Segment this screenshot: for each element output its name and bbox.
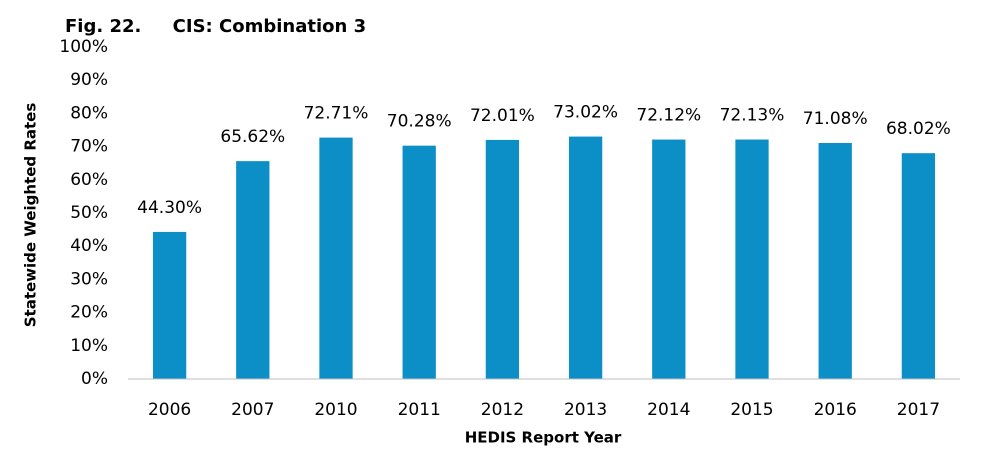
y-tick-label: 40% [70, 236, 108, 256]
data-label: 44.30% [137, 198, 202, 218]
bar [735, 139, 769, 379]
x-tick-label: 2012 [481, 400, 524, 420]
x-tick-label: 2007 [231, 400, 274, 420]
y-tick-label: 60% [70, 170, 108, 190]
bar [652, 139, 686, 379]
x-tick-label: 2010 [314, 400, 357, 420]
x-tick-label: 2011 [398, 400, 441, 420]
x-tick-label: 2006 [148, 400, 191, 420]
data-label: 72.71% [304, 104, 369, 124]
data-label: 72.01% [470, 106, 535, 126]
y-tick-label: 100% [59, 37, 108, 57]
data-label: 73.02% [553, 103, 618, 123]
y-tick-label: 0% [81, 369, 108, 389]
y-tick-label: 70% [70, 137, 108, 157]
y-tick-label: 80% [70, 103, 108, 123]
data-label: 71.08% [803, 109, 868, 129]
bar [402, 145, 436, 379]
bar [485, 139, 520, 379]
x-tick-label: 2016 [814, 400, 857, 420]
data-label: 70.28% [387, 112, 452, 132]
bar [152, 231, 187, 379]
x-tick-label: 2017 [897, 400, 940, 420]
data-label: 72.13% [720, 106, 785, 126]
bar [901, 153, 936, 379]
y-tick-label: 90% [70, 70, 108, 90]
x-tick-label: 2015 [730, 400, 773, 420]
bar [818, 143, 852, 379]
bar [568, 136, 603, 379]
y-axis-title: Statewide Weighted Rates [22, 103, 40, 328]
bar [319, 137, 353, 379]
y-tick-label: 30% [70, 269, 108, 289]
data-label: 68.02% [886, 119, 951, 139]
chart-title: Fig. 22. CIS: Combination 3 [65, 16, 366, 37]
x-tick-label: 2013 [564, 400, 607, 420]
y-tick-label: 50% [70, 203, 108, 223]
data-label: 65.62% [220, 127, 285, 147]
y-tick-label: 20% [70, 303, 108, 323]
bar [236, 161, 270, 379]
x-tick-label: 2014 [647, 400, 690, 420]
x-axis-title: HEDIS Report Year [465, 429, 622, 447]
y-tick-label: 10% [70, 336, 108, 356]
data-label: 72.12% [636, 106, 701, 126]
